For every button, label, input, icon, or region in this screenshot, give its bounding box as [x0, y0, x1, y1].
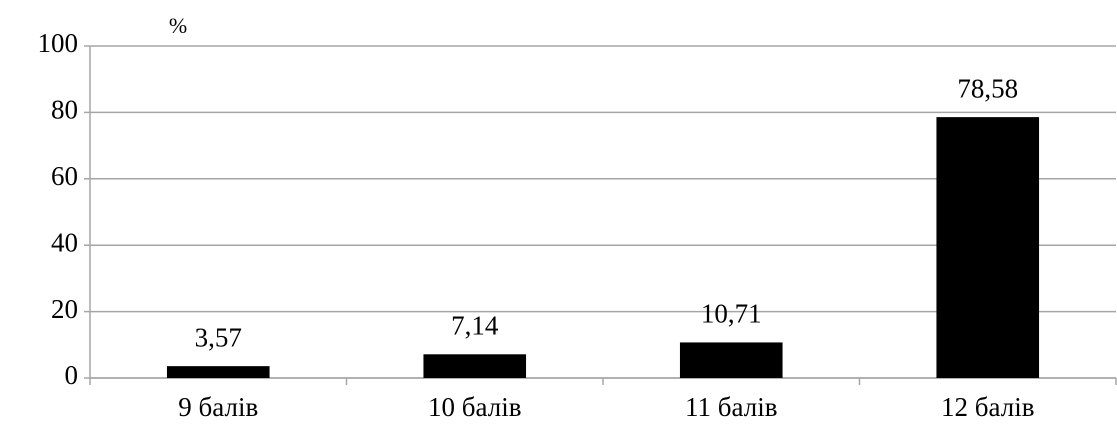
value-label: 78,58 — [957, 73, 1018, 103]
bar — [679, 342, 783, 378]
x-tick-label: 11 балів — [685, 392, 777, 422]
value-label: 3,57 — [195, 322, 242, 352]
value-label: 10,71 — [701, 299, 762, 329]
y-tick-label: 40 — [51, 227, 78, 257]
y-axis-label: % — [169, 13, 187, 38]
bar — [936, 117, 1040, 378]
x-tick-label: 10 балів — [428, 392, 521, 422]
y-tick-label: 60 — [51, 161, 78, 191]
x-tick-label: 9 балів — [178, 392, 258, 422]
y-tick-label: 100 — [38, 28, 79, 58]
y-tick-label: 20 — [51, 294, 78, 324]
value-label: 7,14 — [451, 310, 499, 340]
x-tick-label: 12 балів — [941, 392, 1034, 422]
y-tick-label: 80 — [51, 95, 78, 125]
y-tick-label: 0 — [65, 360, 79, 390]
bar — [423, 354, 527, 378]
bar — [166, 366, 270, 378]
